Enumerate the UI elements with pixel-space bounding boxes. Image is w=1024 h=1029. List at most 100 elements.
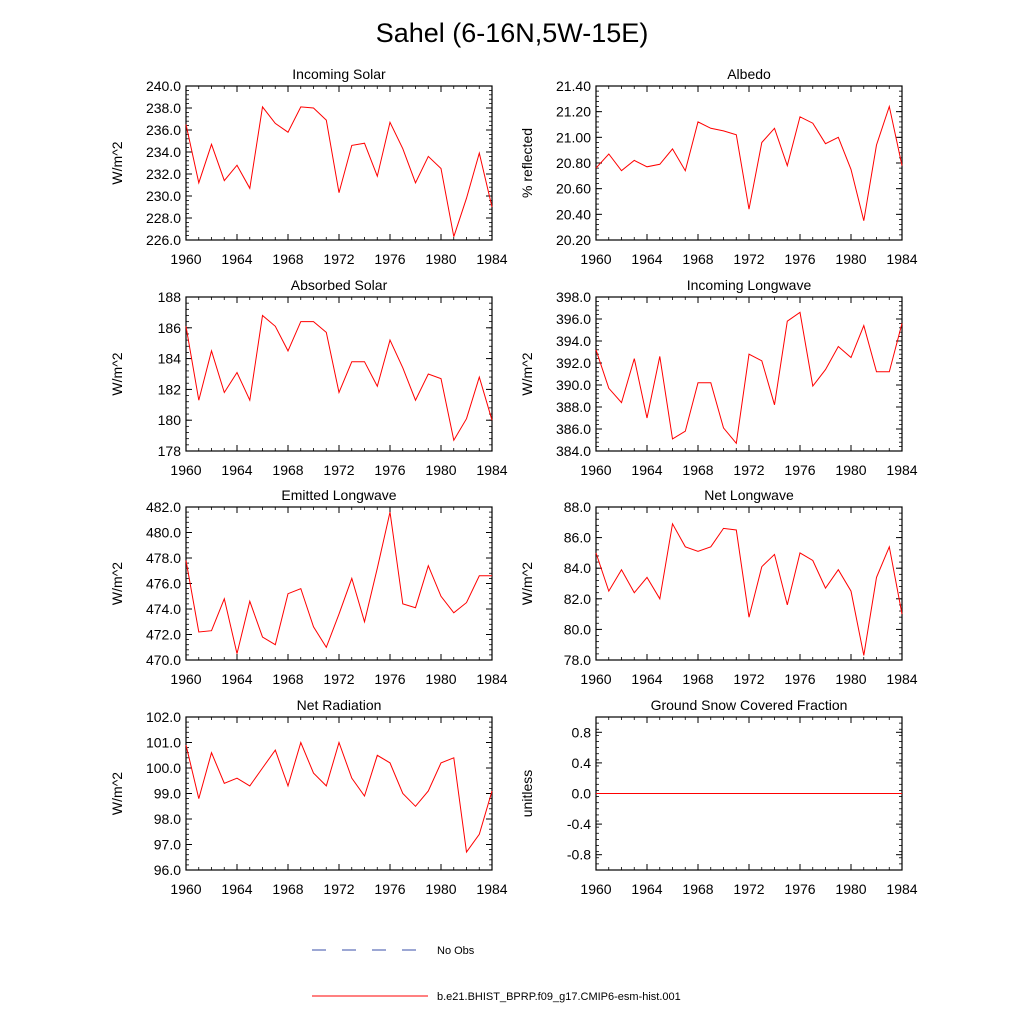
y-tick-label: 238.0 — [146, 100, 181, 116]
y-axis-label: W/m^2 — [109, 352, 125, 395]
panel-title: Incoming Longwave — [687, 277, 812, 293]
y-tick-label: 0.0 — [572, 786, 592, 802]
x-tick-label: 1972 — [733, 671, 764, 687]
plot-frame — [185, 296, 493, 452]
plot-frame — [185, 85, 493, 241]
panel-2: Absorbed Solar W/m^2 178 180 182 184 186 188 196… — [109, 277, 508, 478]
y-axis-label: W/m^2 — [109, 562, 125, 605]
panel-5: Net Longwave W/m^2 78.0 80.0 82.0 84.0 86.0 88.… — [519, 487, 918, 687]
y-tick-label: 21.00 — [556, 129, 591, 145]
y-tick-label: 392.0 — [556, 355, 591, 371]
y-tick-label: -0.8 — [567, 847, 591, 863]
y-tick-label: 474.0 — [146, 601, 181, 617]
y-tick-label: 226.0 — [146, 232, 181, 248]
x-tick-label: 1960 — [580, 671, 611, 687]
x-tick-label: 1964 — [631, 462, 662, 478]
y-tick-label: 184 — [158, 351, 182, 367]
series-line — [185, 740, 493, 854]
y-tick-label: -0.4 — [567, 816, 591, 832]
x-tick-label: 1980 — [425, 462, 456, 478]
y-tick-label: 388.0 — [556, 399, 591, 415]
y-tick-label: 180 — [158, 412, 182, 428]
x-tick-label: 1976 — [374, 671, 405, 687]
y-tick-label: 21.20 — [556, 104, 591, 120]
plot-frame — [595, 85, 903, 241]
x-tick-label: 1964 — [631, 671, 662, 687]
figure-title: Sahel (6-16N,5W-15E) — [376, 18, 649, 48]
x-tick-label: 1964 — [631, 251, 662, 267]
y-tick-label: 84.0 — [564, 560, 591, 576]
y-tick-label: 20.60 — [556, 181, 591, 197]
x-tick-label: 1976 — [374, 462, 405, 478]
x-tick-label: 1976 — [374, 881, 405, 897]
y-tick-label: 230.0 — [146, 188, 181, 204]
y-tick-label: 20.80 — [556, 155, 591, 171]
y-axis-label: W/m^2 — [109, 772, 125, 815]
y-tick-label: 398.0 — [556, 289, 591, 305]
y-tick-label: 0.8 — [572, 724, 592, 740]
panel-1: Albedo % reflected 20.20 20.40 20.60 20.80 21.… — [519, 66, 918, 267]
x-tick-label: 1976 — [784, 251, 815, 267]
series-line — [595, 104, 903, 221]
y-tick-label: 476.0 — [146, 576, 181, 592]
y-tick-label: 240.0 — [146, 78, 181, 94]
panel-7: Ground Snow Covered Fraction unitless -0.8… — [519, 697, 918, 897]
plot-frame — [185, 506, 493, 661]
panel-0: Incoming Solar W/m^2 226.0 228.0 230.0 232.0 2… — [109, 66, 508, 267]
y-tick-label: 100.0 — [146, 760, 181, 776]
y-tick-label: 390.0 — [556, 377, 591, 393]
x-tick-label: 1960 — [580, 881, 611, 897]
x-tick-label: 1964 — [221, 251, 252, 267]
panel-3: Incoming Longwave W/m^2 384.0 386.0 388.0 390… — [519, 277, 918, 478]
x-tick-label: 1968 — [272, 881, 303, 897]
x-tick-label: 1968 — [682, 462, 713, 478]
y-tick-label: 470.0 — [146, 652, 181, 668]
x-tick-label: 1984 — [886, 881, 917, 897]
y-tick-label: 99.0 — [154, 786, 181, 802]
x-tick-label: 1964 — [221, 671, 252, 687]
x-tick-label: 1972 — [323, 251, 354, 267]
x-tick-label: 1960 — [170, 462, 201, 478]
x-tick-label: 1968 — [682, 671, 713, 687]
y-tick-label: 188 — [158, 289, 182, 305]
y-tick-label: 88.0 — [564, 499, 591, 515]
y-tick-label: 97.0 — [154, 837, 181, 853]
x-tick-label: 1968 — [682, 881, 713, 897]
x-tick-label: 1984 — [476, 671, 507, 687]
plot-frame — [185, 716, 493, 871]
y-tick-label: 472.0 — [146, 627, 181, 643]
legend-model-label: b.e21.BHIST_BPRP.f09_g17.CMIP6-esm-hist.… — [437, 991, 681, 1003]
y-tick-label: 234.0 — [146, 144, 181, 160]
y-tick-label: 178 — [158, 443, 182, 459]
y-tick-label: 482.0 — [146, 499, 181, 515]
y-tick-label: 186 — [158, 320, 182, 336]
y-tick-label: 478.0 — [146, 550, 181, 566]
series-line — [595, 311, 903, 445]
plot-frame — [595, 296, 903, 452]
y-tick-label: 386.0 — [556, 421, 591, 437]
panel-title: Incoming Solar — [292, 66, 386, 82]
panel-title: Net Longwave — [704, 487, 794, 503]
x-tick-label: 1976 — [784, 671, 815, 687]
x-tick-label: 1980 — [835, 251, 866, 267]
y-tick-label: 101.0 — [146, 735, 181, 751]
x-tick-label: 1976 — [374, 251, 405, 267]
y-tick-label: 78.0 — [564, 652, 591, 668]
panel-title: Absorbed Solar — [291, 277, 388, 293]
y-tick-label: 82.0 — [564, 591, 591, 607]
y-tick-label: 480.0 — [146, 525, 181, 541]
legend: No Obs b.e21.BHIST_BPRP.f09_g17.CMIP6-es… — [312, 945, 681, 1003]
x-tick-label: 1960 — [170, 251, 201, 267]
x-tick-label: 1968 — [272, 671, 303, 687]
x-tick-label: 1972 — [733, 251, 764, 267]
y-tick-label: 21.40 — [556, 78, 591, 94]
panel-4: Emitted Longwave W/m^2 470.0 472.0 474.0 476.… — [109, 487, 508, 687]
panel-title: Ground Snow Covered Fraction — [651, 697, 848, 713]
y-tick-label: 0.4 — [572, 755, 592, 771]
x-tick-label: 1968 — [682, 251, 713, 267]
panel-title: Net Radiation — [297, 697, 382, 713]
x-tick-label: 1980 — [835, 881, 866, 897]
y-tick-label: 86.0 — [564, 530, 591, 546]
y-tick-label: 396.0 — [556, 311, 591, 327]
